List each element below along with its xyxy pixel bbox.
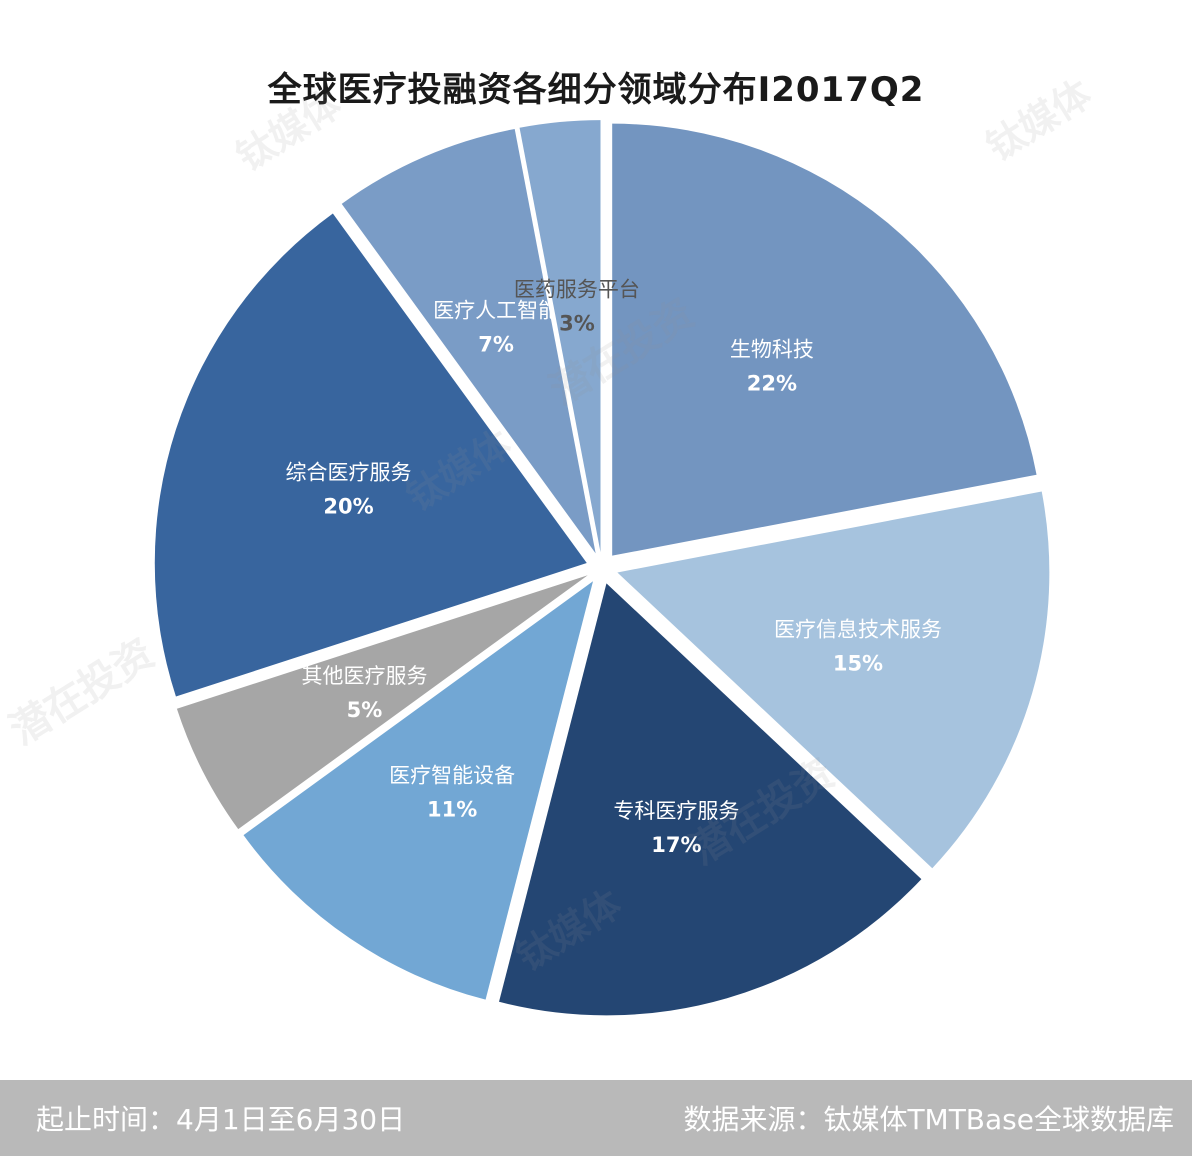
slice-label: 医药服务平台	[514, 278, 640, 302]
slice-value-label: 22%	[747, 372, 797, 396]
pie-slice	[341, 128, 596, 554]
pie-slice	[154, 213, 587, 697]
slice-value-label: 3%	[559, 312, 595, 336]
pie-slice	[612, 123, 1037, 556]
slice-label: 医疗人工智能	[433, 298, 559, 322]
pie-slice	[176, 575, 588, 830]
pie-slice	[243, 581, 594, 1000]
slice-value-label: 5%	[347, 698, 383, 722]
slice-value-label: 15%	[833, 651, 883, 675]
chart-title: 全球医疗投融资各细分领域分布I2017Q2	[267, 70, 925, 110]
pie-slice	[499, 583, 922, 1016]
footer-bar: 起止时间：4月1日至6月30日 数据来源：钛媒体TMTBase全球数据库	[0, 1080, 1192, 1156]
slice-label: 综合医疗服务	[285, 461, 411, 485]
pie-slice	[519, 120, 601, 553]
slice-label: 其他医疗服务	[301, 664, 427, 688]
footer-source: 数据来源：钛媒体TMTBase全球数据库	[683, 1103, 1174, 1136]
slice-label: 医疗信息技术服务	[774, 617, 942, 641]
footer-date-range: 起止时间：4月1日至6月30日	[36, 1103, 406, 1136]
slice-value-label: 20%	[323, 495, 373, 519]
slice-label: 医疗智能设备	[389, 763, 515, 787]
slice-label: 生物科技	[730, 338, 814, 362]
slice-value-label: 7%	[478, 332, 514, 356]
pie-slice	[617, 491, 1050, 869]
slice-value-label: 17%	[651, 833, 701, 857]
slice-label: 专科医疗服务	[613, 799, 739, 823]
pie-chart: 生物科技 22% 医疗信息技术服务 15% 专科医疗服务 17% 医疗智能设备 11% 其他医疗…	[154, 120, 1050, 1016]
slice-value-label: 11%	[427, 797, 477, 821]
